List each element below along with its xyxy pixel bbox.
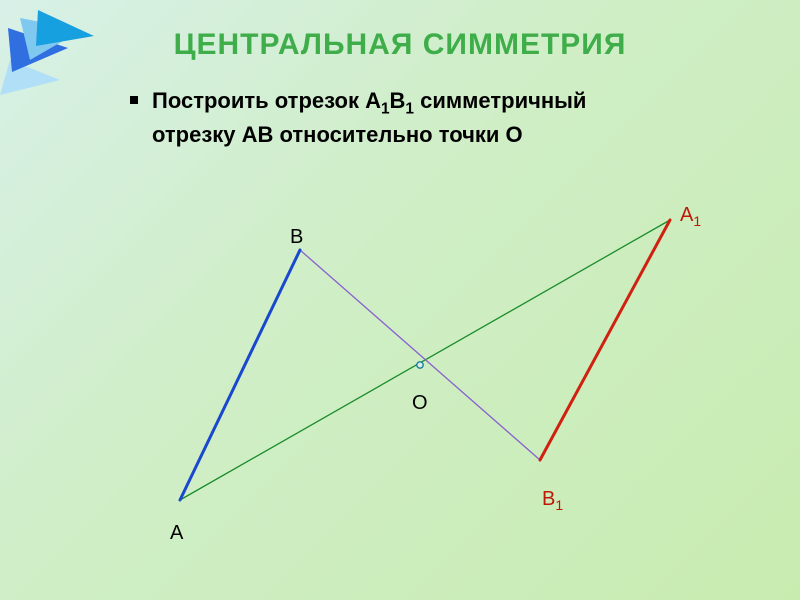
t-seg: В xyxy=(390,88,406,113)
geometry-diagram: А В О В1 А1 xyxy=(110,170,730,550)
task-text: Построить отрезок А1В1 симметричный отре… xyxy=(130,86,730,150)
segment-AB xyxy=(180,250,300,500)
bullet-dot-icon xyxy=(130,96,138,104)
label-A: А xyxy=(170,522,183,545)
label-A1: А1 xyxy=(680,204,701,229)
t-seg: симметричный xyxy=(414,88,586,113)
label-B: В xyxy=(290,226,303,249)
point-O xyxy=(417,362,423,368)
slide-title: ЦЕНТРАЛЬНАЯ СИММЕТРИЯ xyxy=(0,28,800,62)
t-sub: 1 xyxy=(381,100,390,117)
segment-A1B1 xyxy=(540,220,670,460)
label-O: О xyxy=(412,392,428,415)
t-seg: Построить отрезок А xyxy=(152,88,381,113)
label-B1: В1 xyxy=(542,488,563,513)
task-line: Построить отрезок А1В1 симметричный отре… xyxy=(152,86,586,150)
line-B-B1 xyxy=(300,250,540,460)
t-sub: 1 xyxy=(405,100,414,117)
slide: ЦЕНТРАЛЬНАЯ СИММЕТРИЯ Построить отрезок … xyxy=(0,0,800,600)
t-seg: отрезку АВ относительно точки О xyxy=(152,122,523,147)
